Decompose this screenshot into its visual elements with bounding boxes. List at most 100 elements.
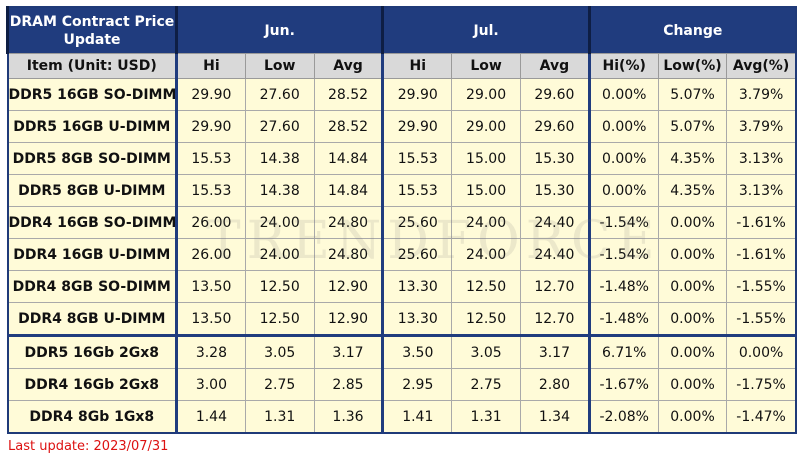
- value-cell: 0.00%: [587, 174, 659, 207]
- value-cell: -1.55%: [726, 302, 797, 336]
- value-cell: -1.75%: [726, 368, 797, 401]
- column-header: Hi(%): [587, 53, 659, 79]
- value-cell: 0.00%: [657, 270, 728, 303]
- value-cell: -2.08%: [587, 400, 659, 434]
- table-row: DDR4 8GB SO-DIMM 13.50 12.50 12.90 13.30 12.5…: [7, 270, 797, 303]
- value-cell: 0.00%: [587, 142, 659, 175]
- value-cell: 24.40: [519, 206, 590, 239]
- value-cell: 28.52: [313, 110, 384, 143]
- value-cell: 24.40: [519, 238, 590, 271]
- value-cell: 15.00: [451, 174, 521, 207]
- column-header: Avg: [313, 53, 384, 79]
- price-table: DRAM Contract Price Update Jun. Jul. Chang…: [6, 6, 797, 434]
- column-header: Low(%): [657, 53, 728, 79]
- value-cell: 14.38: [244, 174, 315, 207]
- value-cell: 29.00: [451, 110, 521, 143]
- item-cell: DDR4 8GB SO-DIMM: [7, 270, 177, 303]
- value-cell: 0.00%: [657, 238, 728, 271]
- value-cell: 0.00%: [657, 368, 728, 401]
- value-cell: 1.31: [451, 400, 521, 434]
- table-title: DRAM Contract Price Update: [6, 7, 177, 54]
- value-cell: 13.50: [175, 302, 246, 336]
- value-cell: 24.80: [313, 238, 384, 271]
- item-cell: DDR4 16Gb 2Gx8: [7, 368, 177, 401]
- value-cell: 0.00%: [657, 206, 728, 239]
- value-cell: 15.53: [381, 142, 453, 175]
- value-cell: 3.05: [244, 334, 315, 369]
- value-cell: 2.80: [519, 368, 590, 401]
- value-cell: 0.00%: [657, 400, 728, 434]
- value-cell: 0.00%: [587, 110, 659, 143]
- item-cell: DDR5 8GB SO-DIMM: [7, 142, 177, 175]
- value-cell: -1.47%: [726, 400, 797, 434]
- column-header: Hi: [175, 53, 246, 79]
- value-cell: 3.79%: [726, 110, 797, 143]
- value-cell: 3.28: [175, 334, 246, 369]
- value-cell: 24.00: [244, 238, 315, 271]
- value-cell: 14.38: [244, 142, 315, 175]
- value-cell: 25.60: [381, 206, 453, 239]
- value-cell: 12.70: [519, 270, 590, 303]
- item-cell: DDR5 16GB SO-DIMM: [7, 78, 177, 111]
- column-header: Low: [451, 53, 521, 79]
- value-cell: -1.61%: [726, 238, 797, 271]
- value-cell: 25.60: [381, 238, 453, 271]
- value-cell: 3.13%: [726, 142, 797, 175]
- column-header: Avg: [519, 53, 590, 79]
- value-cell: 4.35%: [657, 174, 728, 207]
- value-cell: 3.05: [451, 334, 521, 369]
- value-cell: 27.60: [244, 78, 315, 111]
- value-cell: 2.95: [381, 368, 453, 401]
- value-cell: 12.50: [451, 270, 521, 303]
- value-cell: 15.30: [519, 174, 590, 207]
- value-cell: 29.90: [175, 110, 246, 143]
- group-header: Change: [587, 7, 796, 54]
- value-cell: 24.00: [451, 238, 521, 271]
- value-cell: 12.70: [519, 302, 590, 336]
- value-cell: 15.30: [519, 142, 590, 175]
- price-table-wrap: DRAM Contract Price Update Jun. Jul. Chang…: [6, 6, 797, 434]
- value-cell: -1.67%: [587, 368, 659, 401]
- value-cell: 27.60: [244, 110, 315, 143]
- group-header: Jun.: [174, 7, 383, 54]
- value-cell: 5.07%: [657, 110, 728, 143]
- column-header: Low: [244, 53, 315, 79]
- value-cell: 0.00%: [587, 78, 659, 111]
- item-cell: DDR5 16Gb 2Gx8: [7, 334, 177, 369]
- item-cell: DDR4 16GB SO-DIMM: [7, 206, 177, 239]
- value-cell: 29.90: [381, 110, 453, 143]
- value-cell: 14.84: [313, 142, 384, 175]
- value-cell: 3.00: [175, 368, 246, 401]
- column-header: Hi: [381, 53, 453, 79]
- value-cell: 3.13%: [726, 174, 797, 207]
- value-cell: 15.53: [175, 142, 246, 175]
- value-cell: -1.48%: [587, 270, 659, 303]
- value-cell: 0.00%: [657, 334, 728, 369]
- value-cell: 24.80: [313, 206, 384, 239]
- value-cell: 0.00%: [657, 302, 728, 336]
- value-cell: 3.17: [519, 334, 590, 369]
- value-cell: 13.30: [381, 270, 453, 303]
- value-cell: -1.54%: [587, 238, 659, 271]
- value-cell: 26.00: [175, 238, 246, 271]
- value-cell: 5.07%: [657, 78, 728, 111]
- value-cell: 15.53: [175, 174, 246, 207]
- table-row: DDR5 16GB U-DIMM 29.90 27.60 28.52 29.90 29.0…: [7, 110, 797, 143]
- value-cell: 1.31: [244, 400, 315, 434]
- value-cell: 26.00: [175, 206, 246, 239]
- item-cell: DDR5 16GB U-DIMM: [7, 110, 177, 143]
- value-cell: 1.34: [519, 400, 590, 434]
- footer: Last update: 2023/07/31: [8, 439, 169, 454]
- value-cell: 29.60: [519, 110, 590, 143]
- value-cell: 29.90: [175, 78, 246, 111]
- value-cell: 1.36: [313, 400, 384, 434]
- table-body: DDR5 16GB SO-DIMM 29.90 27.60 28.52 29.90 29.…: [7, 78, 797, 434]
- column-header: Avg(%): [726, 53, 797, 79]
- value-cell: 24.00: [244, 206, 315, 239]
- value-cell: 12.50: [451, 302, 521, 336]
- table-row: DDR4 16Gb 2Gx8 3.00 2.75 2.85 2.95 2.75 2.80 -1…: [7, 368, 797, 401]
- value-cell: -1.61%: [726, 206, 797, 239]
- value-cell: 2.75: [451, 368, 521, 401]
- table-row: DDR4 8GB U-DIMM 13.50 12.50 12.90 13.30 12.50…: [7, 302, 797, 336]
- table-row: DDR5 16Gb 2Gx8 3.28 3.05 3.17 3.50 3.05 3.17 6.…: [7, 334, 797, 369]
